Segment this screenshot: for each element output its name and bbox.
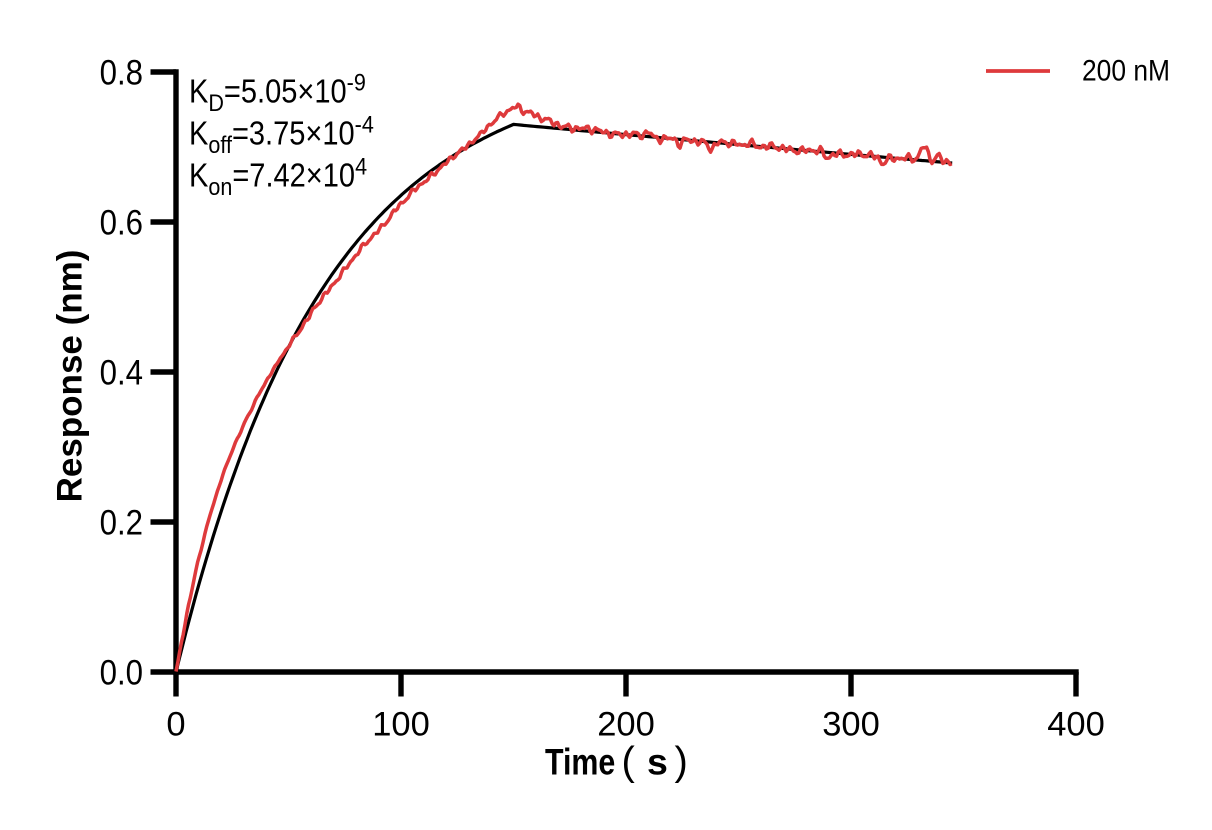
- svg-text:200: 200: [597, 706, 655, 744]
- svg-text:300: 300: [822, 706, 880, 744]
- svg-text:100: 100: [372, 706, 430, 744]
- svg-text:0.8: 0.8: [100, 54, 143, 93]
- svg-text:Koff=3.75×10-4: Koff=3.75×10-4: [189, 110, 374, 158]
- svg-text:0.6: 0.6: [100, 204, 143, 243]
- svg-text:(: (: [622, 740, 636, 784]
- svg-text:400: 400: [1047, 706, 1105, 744]
- svg-text:200 nM: 200 nM: [1082, 53, 1170, 87]
- svg-text:0.2: 0.2: [100, 504, 143, 543]
- svg-text:0.4: 0.4: [100, 354, 143, 393]
- svg-text:Response (nm): Response (nm): [51, 250, 90, 503]
- svg-text:s: s: [647, 741, 668, 783]
- svg-text:0.0: 0.0: [100, 654, 143, 693]
- svg-text:Time: Time: [545, 742, 615, 784]
- svg-text:): ): [675, 740, 688, 784]
- svg-text:0: 0: [166, 706, 185, 744]
